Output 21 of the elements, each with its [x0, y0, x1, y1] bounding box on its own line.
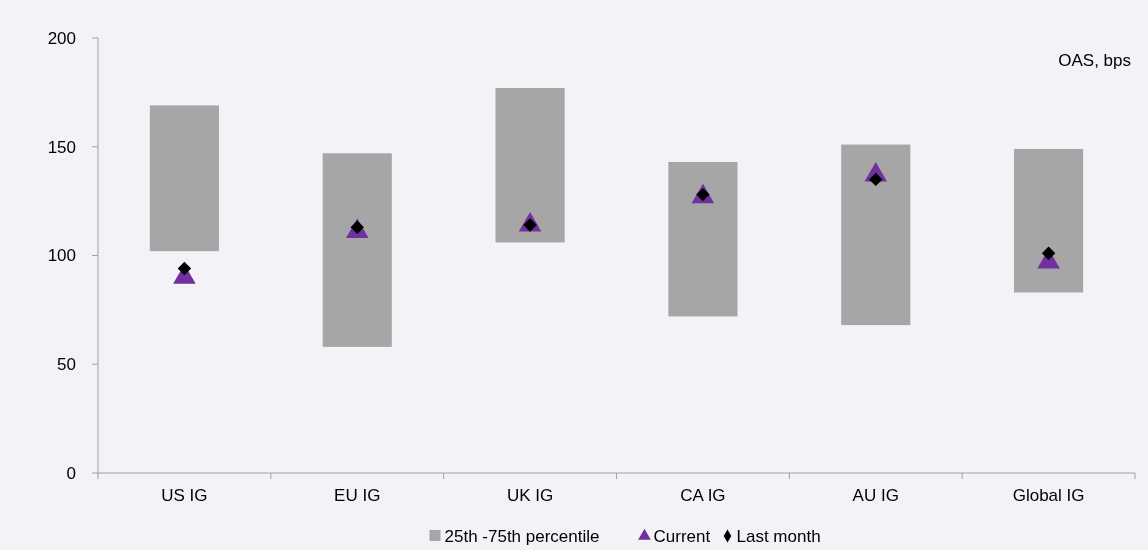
y-tick-label: 150 [47, 137, 76, 157]
legend-label: Last month [736, 526, 821, 546]
x-tick-label: US IG [161, 486, 208, 505]
legend-label: Current [653, 526, 711, 546]
legend-label: 25th -75th percentile [444, 526, 600, 546]
x-tick-label: EU IG [334, 486, 381, 505]
y-tick-label: 100 [47, 246, 76, 266]
y-tick-label: 200 [47, 28, 76, 48]
bar [495, 88, 565, 243]
y-tick-label: 0 [66, 463, 76, 483]
bar [322, 153, 392, 347]
x-tick-label: AU IG [852, 486, 899, 505]
bar [149, 105, 219, 252]
x-tick-label: UK IG [506, 486, 554, 505]
bar [668, 161, 738, 317]
bar [841, 144, 911, 326]
bar [1014, 148, 1084, 293]
x-tick-label: CA IG [680, 486, 726, 505]
y-tick-label: 50 [57, 355, 76, 375]
x-tick-label: Global IG [1012, 486, 1085, 505]
annotation: OAS, bps [1058, 51, 1131, 70]
